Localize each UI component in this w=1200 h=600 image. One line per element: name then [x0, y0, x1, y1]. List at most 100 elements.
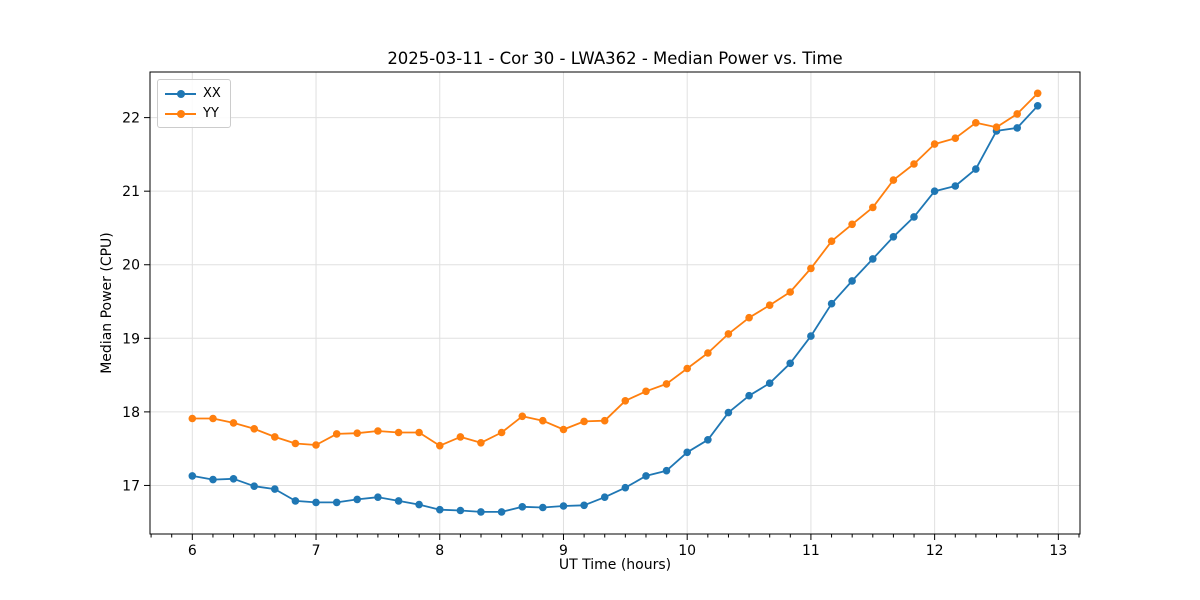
legend: XX YY [157, 79, 231, 128]
data-point-yy [456, 433, 465, 441]
data-point-xx [745, 391, 753, 400]
data-point-xx [621, 483, 630, 492]
chart-title: 2025-03-11 - Cor 30 - LWA362 - Median Po… [387, 49, 843, 68]
data-point-yy [662, 380, 671, 388]
data-point-yy [229, 419, 238, 427]
y-tick-label: 19 [122, 331, 140, 347]
data-point-yy [415, 428, 423, 437]
data-point-yy [209, 414, 217, 423]
data-point-xx [683, 448, 691, 457]
data-point-xx [807, 332, 815, 340]
data-point-yy [477, 439, 485, 447]
data-point-yy [992, 123, 1001, 131]
data-point-xx [724, 408, 733, 417]
data-point-yy [518, 412, 527, 421]
data-point-yy [1033, 89, 1042, 98]
data-point-xx [518, 503, 527, 511]
x-tick-label: 9 [559, 543, 568, 559]
data-point-yy [188, 414, 197, 423]
data-point-yy [497, 428, 506, 437]
data-point-xx [848, 277, 856, 285]
legend-entry-xx: XX [165, 85, 221, 102]
data-point-yy [683, 364, 691, 373]
data-point-yy [291, 439, 300, 448]
data-point-xx [209, 475, 217, 484]
data-point-xx [1013, 124, 1021, 132]
data-point-xx [332, 498, 341, 507]
x-tick-label: 6 [188, 543, 197, 559]
data-point-yy [869, 203, 877, 212]
x-tick-label: 7 [312, 543, 321, 559]
legend-label-yy: YY [203, 106, 219, 121]
y-tick-label: 21 [122, 184, 140, 200]
data-point-yy [539, 416, 547, 425]
data-point-xx [580, 501, 588, 510]
data-point-yy [889, 176, 898, 184]
data-point-yy [972, 119, 980, 127]
data-point-xx [765, 379, 774, 388]
data-point-xx [271, 485, 279, 493]
data-point-xx [827, 299, 836, 308]
x-axis-label: UT Time (hours) [558, 557, 672, 573]
data-point-xx [642, 472, 650, 480]
data-point-xx [250, 482, 258, 491]
data-point-xx [600, 493, 609, 502]
data-point-yy [848, 220, 856, 229]
data-point-yy [827, 237, 836, 245]
data-point-xx [910, 213, 918, 221]
data-point-yy [332, 430, 341, 438]
data-point-xx [477, 508, 485, 516]
legend-entry-yy: YY [165, 105, 221, 122]
y-tick-label: 22 [122, 111, 140, 127]
data-point-yy [436, 441, 444, 450]
data-point-xx [312, 498, 320, 507]
data-point-xx [229, 475, 238, 483]
data-point-yy [642, 387, 650, 396]
data-point-yy [559, 425, 568, 434]
data-point-xx [930, 187, 939, 195]
series-line-yy [192, 92, 1039, 447]
data-point-xx [951, 182, 960, 190]
data-point-yy [271, 433, 279, 441]
data-point-yy [1013, 110, 1021, 118]
plot-frame [149, 71, 1081, 535]
data-point-yy [765, 301, 774, 310]
data-point-yy [250, 425, 258, 433]
data-point-yy [312, 441, 320, 449]
x-tick-label: 12 [926, 543, 944, 559]
y-tick-label: 18 [122, 405, 140, 421]
data-point-yy [600, 416, 609, 425]
data-point-xx [704, 436, 712, 444]
data-point-xx [1033, 102, 1042, 110]
data-point-xx [291, 497, 300, 505]
x-tick-label: 13 [1049, 543, 1067, 559]
data-point-yy [807, 264, 815, 273]
data-point-xx [559, 502, 568, 510]
data-point-xx [436, 505, 444, 514]
data-point-yy [394, 428, 403, 437]
data-point-xx [456, 506, 465, 515]
series-yy-swatch-icon [165, 109, 196, 118]
data-point-xx [497, 508, 506, 516]
data-point-yy [374, 427, 382, 435]
data-point-xx [394, 497, 403, 505]
data-point-xx [972, 165, 980, 173]
data-point-yy [786, 288, 794, 296]
data-point-xx [662, 466, 671, 475]
data-point-xx [374, 493, 382, 502]
data-point-xx [869, 255, 877, 263]
data-point-yy [930, 140, 939, 148]
data-point-xx [353, 495, 362, 504]
x-tick-label: 11 [802, 543, 820, 559]
x-tick-label: 10 [678, 543, 696, 559]
data-point-yy [724, 330, 733, 338]
y-tick-label: 17 [122, 478, 140, 494]
data-point-yy [951, 134, 960, 142]
data-point-yy [580, 417, 588, 426]
data-point-xx [539, 503, 547, 512]
y-axis-label: Median Power (CPU) [99, 232, 115, 374]
series-xx-swatch-icon [165, 89, 196, 98]
data-point-xx [889, 233, 898, 241]
